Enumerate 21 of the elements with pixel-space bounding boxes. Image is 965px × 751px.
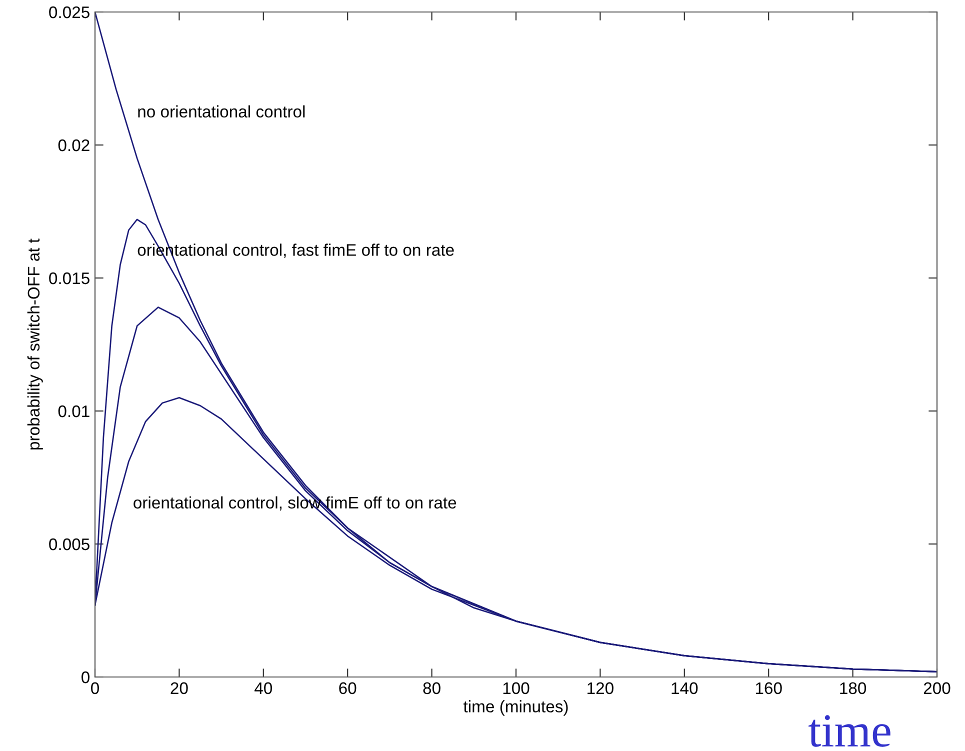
x-tick-label: 200 xyxy=(924,682,950,694)
x-tick-label: 40 xyxy=(254,682,272,694)
x-tick-label: 0 xyxy=(91,682,99,694)
x-tick-label: 180 xyxy=(840,682,866,694)
y-tick-label: 0.02 xyxy=(58,139,90,152)
y-tick-label: 0.01 xyxy=(58,405,90,418)
y-tick-label: 0 xyxy=(82,671,90,684)
x-tick-label: 160 xyxy=(756,682,782,694)
annotation: no orientational control xyxy=(138,105,305,118)
x-tick-label: 100 xyxy=(503,682,530,694)
x-tick-label: 60 xyxy=(339,682,356,694)
y-tick-label: 0.025 xyxy=(49,6,90,18)
y-tick-label: 0.005 xyxy=(49,538,90,550)
y-axis-title: probability of switch-OFF at t xyxy=(27,238,43,450)
y-tick-label: 0.015 xyxy=(49,272,90,284)
x-tick-label: 80 xyxy=(423,682,440,694)
text: time xyxy=(808,715,890,747)
x-axis-title: time (minutes) xyxy=(463,700,568,716)
x-tick-label: 140 xyxy=(672,682,698,694)
x-tick-label: 20 xyxy=(170,682,188,694)
x-tick-label: 120 xyxy=(588,682,614,694)
